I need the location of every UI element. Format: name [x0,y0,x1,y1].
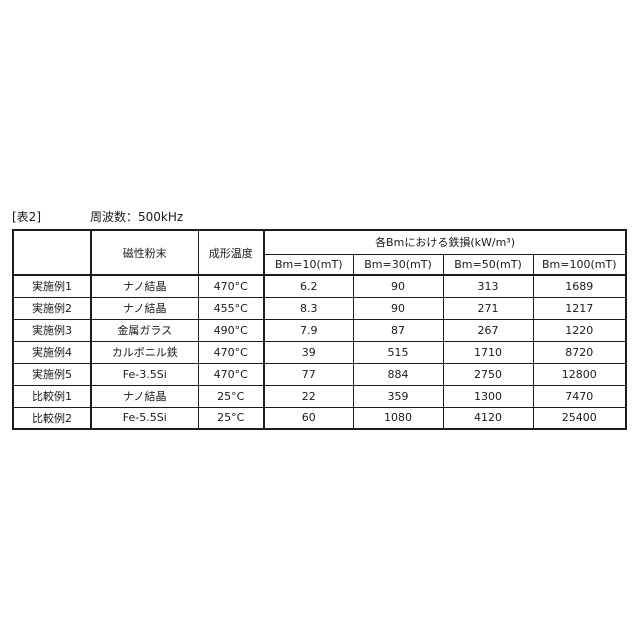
powder-cell: Fe-5.5Si [90,406,199,430]
loss-bm100-cell: 1689 [532,274,627,298]
loss-bm30-cell: 87 [352,318,444,342]
loss-bm10-cell: 6.2 [263,274,354,298]
powder-cell: ナノ結晶 [90,384,199,408]
loss-bm50-cell: 2750 [442,362,534,386]
frequency-label: 周波数：500kHz [90,210,184,224]
powder-cell: 金属ガラス [90,318,199,342]
temperature-cell: 470°C [197,340,265,364]
row-label: 実施例3 [12,318,92,342]
row-label: 実施例4 [12,340,92,364]
table-row: 実施例5 Fe-3.5Si 470°C 77 884 2750 12800 [12,362,627,386]
loss-bm100-cell: 8720 [532,340,627,364]
powder-cell: ナノ結晶 [90,296,199,320]
loss-bm100-cell: 25400 [532,406,627,430]
loss-bm30-cell: 90 [352,274,444,298]
table-row: 比較例1 ナノ結晶 25°C 22 359 1300 7470 [12,384,627,408]
header-powder: 磁性粉末 [90,229,199,276]
table-row: 実施例1 ナノ結晶 470°C 6.2 90 313 1689 [12,274,627,298]
temperature-cell: 25°C [197,406,265,430]
corner-cell [12,229,92,276]
temperature-cell: 470°C [197,274,265,298]
loss-bm50-cell: 313 [442,274,534,298]
loss-bm30-cell: 884 [352,362,444,386]
loss-bm10-cell: 39 [263,340,354,364]
loss-bm100-cell: 7470 [532,384,627,408]
row-label: 実施例5 [12,362,92,386]
temperature-cell: 490°C [197,318,265,342]
table-row: 比較例2 Fe-5.5Si 25°C 60 1080 4120 25400 [12,406,627,430]
loss-bm30-cell: 359 [352,384,444,408]
loss-bm100-cell: 12800 [532,362,627,386]
table-caption: [表2] 周波数：500kHz [12,209,612,225]
header-bm-50: Bm=50(mT) [442,253,534,276]
loss-bm10-cell: 22 [263,384,354,408]
loss-bm50-cell: 1300 [442,384,534,408]
table-number-label: [表2] [12,210,41,224]
row-label: 実施例1 [12,274,92,298]
powder-cell: Fe-3.5Si [90,362,199,386]
loss-bm10-cell: 60 [263,406,354,430]
header-temperature: 成形温度 [197,229,265,276]
row-label: 実施例2 [12,296,92,320]
header-loss-group: 各Bmにおける鉄損(kW/m³) [263,229,627,255]
table-row: 実施例2 ナノ結晶 455°C 8.3 90 271 1217 [12,296,627,320]
loss-bm100-cell: 1217 [532,296,627,320]
loss-bm50-cell: 271 [442,296,534,320]
row-label: 比較例1 [12,384,92,408]
powder-cell: ナノ結晶 [90,274,199,298]
header-bm-100: Bm=100(mT) [532,253,627,276]
powder-cell: カルボニル鉄 [90,340,199,364]
loss-bm50-cell: 1710 [442,340,534,364]
loss-bm100-cell: 1220 [532,318,627,342]
temperature-cell: 455°C [197,296,265,320]
loss-bm10-cell: 8.3 [263,296,354,320]
loss-bm30-cell: 515 [352,340,444,364]
row-label: 比較例2 [12,406,92,430]
loss-bm30-cell: 1080 [352,406,444,430]
loss-bm50-cell: 4120 [442,406,534,430]
loss-bm30-cell: 90 [352,296,444,320]
iron-loss-table: 磁性粉末 成形温度 各Bmにおける鉄損(kW/m³) Bm=10(mT) Bm=… [12,229,628,430]
header-bm-10: Bm=10(mT) [263,253,354,276]
loss-bm50-cell: 267 [442,318,534,342]
table-row: 実施例3 金属ガラス 490°C 7.9 87 267 1220 [12,318,627,342]
loss-bm10-cell: 77 [263,362,354,386]
temperature-cell: 470°C [197,362,265,386]
loss-bm10-cell: 7.9 [263,318,354,342]
temperature-cell: 25°C [197,384,265,408]
table-row: 実施例4 カルボニル鉄 470°C 39 515 1710 8720 [12,340,627,364]
header-bm-30: Bm=30(mT) [352,253,444,276]
